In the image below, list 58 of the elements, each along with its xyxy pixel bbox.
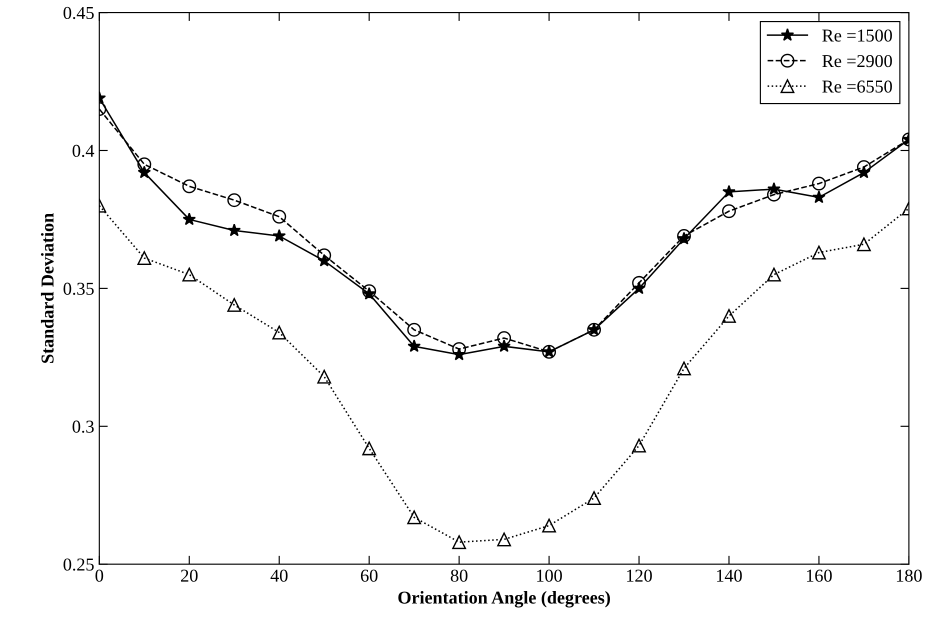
- point: [452, 342, 466, 356]
- point: [408, 339, 421, 352]
- legend-label: Re =6550: [822, 80, 892, 93]
- point: [812, 176, 826, 191]
- point: [856, 237, 871, 252]
- x-tick-label: 180: [896, 570, 922, 582]
- point: [632, 276, 646, 290]
- x-axis-title: Orientation Angle (degrees): [398, 591, 610, 608]
- x-tick-label: 160: [806, 570, 832, 582]
- point: [272, 229, 286, 242]
- point: [228, 224, 241, 236]
- point: [182, 268, 196, 282]
- point: [767, 268, 781, 282]
- point: [317, 370, 332, 384]
- legend-label: Re =1500: [822, 29, 892, 42]
- x-tick-label: 120: [627, 570, 652, 582]
- y-axis-title: Standard Deviation: [40, 213, 54, 363]
- point: [182, 179, 196, 194]
- point: [272, 326, 286, 340]
- y-tick-label: 0.25: [64, 558, 94, 571]
- x-tick-label: 40: [270, 570, 288, 582]
- point: [722, 309, 736, 323]
- point: [677, 229, 691, 243]
- y-tick-label: 0.35: [64, 282, 94, 295]
- point: [812, 190, 826, 204]
- point: [362, 284, 376, 298]
- x-tick-label: 20: [181, 570, 198, 582]
- point: [407, 510, 422, 524]
- point: [632, 438, 646, 453]
- y-tick-label: 0.4: [72, 144, 94, 158]
- point: [722, 184, 736, 198]
- legend-label: Re =2900: [822, 54, 892, 68]
- point: [812, 246, 826, 260]
- x-tick-label: 140: [717, 570, 742, 582]
- point: [677, 361, 691, 376]
- point: [362, 441, 376, 456]
- point: [137, 157, 152, 172]
- x-tick-label: 80: [450, 570, 468, 582]
- x-tick-label: 60: [360, 570, 378, 582]
- point: [227, 193, 242, 208]
- x-tick-label: 100: [537, 570, 562, 582]
- point: [137, 251, 152, 265]
- y-tick-label: 0.3: [72, 420, 94, 433]
- point: [856, 160, 871, 174]
- point: [722, 204, 736, 218]
- point: [497, 532, 512, 546]
- point: [587, 491, 602, 505]
- x-tick-label: 0: [95, 570, 104, 582]
- point: [497, 331, 512, 345]
- point: [542, 518, 556, 533]
- point: [317, 248, 332, 262]
- point: [452, 535, 466, 550]
- point: [272, 210, 286, 224]
- point: [182, 212, 196, 226]
- y-tick-label: 0.45: [64, 6, 94, 20]
- point: [407, 322, 422, 337]
- point: [227, 298, 242, 312]
- point: [767, 188, 781, 202]
